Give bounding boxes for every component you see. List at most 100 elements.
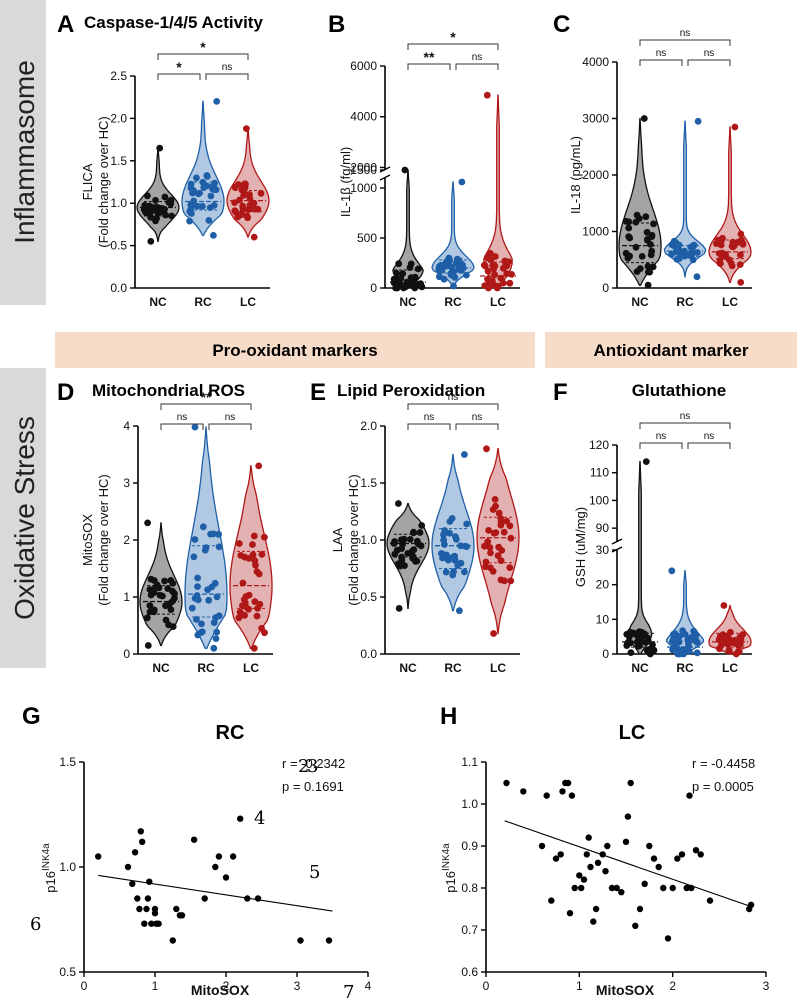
scatter-point xyxy=(624,813,632,820)
data-point-lc xyxy=(483,91,491,99)
data-point-rc xyxy=(446,529,453,537)
x-axis-label: MitoSOX xyxy=(596,982,655,998)
data-point-lc xyxy=(243,125,250,132)
data-point-rc xyxy=(188,604,196,612)
data-point-lc xyxy=(506,522,514,530)
significance-bracket xyxy=(687,59,731,66)
scatter-point xyxy=(571,884,578,892)
data-point-rc xyxy=(669,638,676,645)
data-point-lc xyxy=(737,279,745,286)
data-point-nc xyxy=(393,269,400,277)
data-point-rc xyxy=(458,178,466,186)
y-axis-label-superscript: INK4a xyxy=(41,843,52,871)
scatter-point xyxy=(557,851,564,858)
data-point-rc xyxy=(191,423,199,431)
scatter-point xyxy=(146,878,153,885)
data-point-rc xyxy=(202,544,210,551)
scatter-point xyxy=(244,895,251,902)
scatter-point xyxy=(212,863,219,871)
scatter-point xyxy=(590,918,597,925)
data-point-nc xyxy=(393,284,401,292)
stray-number-7: 7 xyxy=(343,982,354,1000)
y-tick-label: 3 xyxy=(123,476,130,490)
significance-bracket xyxy=(208,423,252,430)
data-point-rc xyxy=(205,596,213,604)
y-tick-label: 2.0 xyxy=(360,419,377,433)
significance-label: ns xyxy=(656,431,667,442)
data-point-lc xyxy=(735,642,742,649)
data-point-rc xyxy=(690,241,698,249)
inflammasome-band xyxy=(0,0,46,305)
x-tick-label: RC xyxy=(676,295,694,309)
pro-oxidant-label: Pro-oxidant markers xyxy=(212,341,377,360)
data-point-lc xyxy=(739,631,747,638)
scatter-point xyxy=(622,838,630,845)
data-point-nc xyxy=(161,577,169,585)
data-point-rc xyxy=(198,628,206,636)
axis-break-mark xyxy=(611,538,623,545)
data-point-nc xyxy=(644,237,651,244)
data-point-rc xyxy=(210,202,218,209)
data-point-lc xyxy=(716,632,724,640)
data-point-rc xyxy=(203,182,211,190)
y-tick-label: 10 xyxy=(596,612,610,626)
data-point-nc xyxy=(410,529,417,537)
data-point-nc xyxy=(401,562,408,569)
y-tick-label: 90 xyxy=(596,521,610,535)
data-point-nc xyxy=(146,210,154,217)
data-point-lc xyxy=(506,564,514,571)
data-point-nc xyxy=(626,234,634,242)
scatter-point xyxy=(688,884,695,892)
data-point-nc xyxy=(161,193,169,201)
data-point-rc xyxy=(199,202,206,210)
scatter-point xyxy=(594,859,602,866)
scatter-point xyxy=(543,792,550,799)
scatter-point xyxy=(585,834,592,841)
y-tick-label: 1.5 xyxy=(59,755,76,769)
data-point-nc xyxy=(414,265,422,273)
data-point-nc xyxy=(409,553,417,560)
panel-d-chart: 0 1 2 3 4 MitoSOX(Fold change over HC) NC RC LC n… xyxy=(80,389,273,675)
data-point-rc xyxy=(694,117,702,125)
y-tick-label: 0 xyxy=(602,281,609,295)
y-axis-label: GSH (uM/mg) xyxy=(573,507,588,587)
data-point-lc xyxy=(482,558,490,566)
data-point-rc xyxy=(459,261,466,269)
scatter-point xyxy=(229,853,237,860)
scatter-point xyxy=(678,851,686,858)
significance-bracket xyxy=(455,423,499,430)
data-point-nc xyxy=(636,265,644,272)
y-tick-label: 2.0 xyxy=(110,111,127,125)
significance-bracket xyxy=(687,442,731,449)
y-axis-label-line: (Fold change over HC) xyxy=(346,474,361,606)
data-point-lc xyxy=(713,240,720,248)
y-tick-label: 1500 xyxy=(350,163,377,177)
data-point-lc xyxy=(235,540,243,547)
data-point-lc xyxy=(507,534,515,542)
data-point-rc xyxy=(685,642,692,650)
x-tick-label: LC xyxy=(722,295,738,309)
stray-number-2: 2 xyxy=(298,756,309,777)
antioxidant-label: Antioxidant marker xyxy=(594,341,749,360)
data-point-lc xyxy=(250,644,258,652)
scatter-point xyxy=(178,912,186,919)
data-point-rc xyxy=(461,451,468,458)
data-point-lc xyxy=(241,611,249,619)
data-point-lc xyxy=(484,267,492,275)
significance-bracket xyxy=(407,43,499,50)
data-point-nc xyxy=(642,639,650,646)
data-point-rc xyxy=(193,592,201,599)
data-point-lc xyxy=(500,528,508,536)
data-point-rc xyxy=(215,612,223,620)
data-point-nc xyxy=(627,649,635,656)
y-tick-label: 1.0 xyxy=(110,196,127,210)
data-point-rc xyxy=(193,202,201,210)
y-tick-label: 4000 xyxy=(582,55,609,69)
data-point-lc xyxy=(231,183,239,191)
data-point-rc xyxy=(203,173,211,180)
data-point-nc xyxy=(156,144,164,152)
data-point-nc xyxy=(397,275,405,282)
scatter-point xyxy=(692,847,700,854)
data-point-nc xyxy=(417,280,424,287)
scatter-point xyxy=(222,874,230,881)
